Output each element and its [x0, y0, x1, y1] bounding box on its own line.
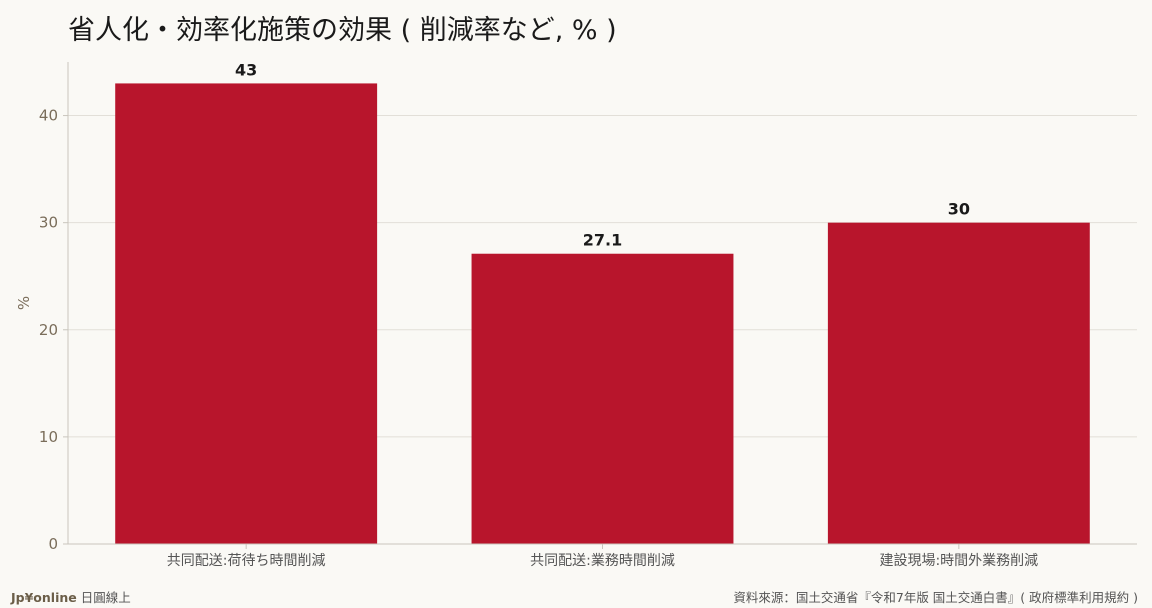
labels: 0 10 20 30 40 43 共同配送:荷待ち時間削減 27.1 共同配送:業務時間削減 30…: [15, 60, 1038, 569]
y-axis-label: %: [15, 296, 33, 310]
y-tick-label-20: 20: [39, 321, 58, 339]
y-tick-label-10: 10: [39, 428, 58, 446]
brand-suffix: 日圓線上: [80, 590, 131, 605]
x-tick-label-0: 共同配送:荷待ち時間削減: [167, 552, 326, 569]
bar-0: [115, 83, 378, 544]
y-tick-label-40: 40: [39, 107, 58, 125]
y-tick-label-30: 30: [39, 214, 58, 232]
footer-source: 資料來源：国土交通省『令和7年版 国土交通白書』( 政府標準利用規約 ): [733, 590, 1138, 605]
bars: [115, 83, 1090, 544]
footer-brand: Jp¥online 日圓線上: [11, 587, 131, 606]
data-label-1: 27.1: [583, 231, 622, 250]
axes: [63, 62, 1137, 549]
data-label-2: 30: [948, 200, 970, 219]
data-label-0: 43: [235, 60, 257, 79]
bar-1: [471, 253, 734, 544]
bar-2: [827, 222, 1090, 544]
chart-title: 省人化・効率化施策の効果 ( 削減率など, % ): [68, 15, 617, 46]
y-tick-label-0: 0: [48, 535, 58, 553]
x-tick-label-2: 建設現場:時間外業務削減: [879, 552, 1038, 569]
x-tick-label-1: 共同配送:業務時間削減: [530, 552, 675, 569]
brand-name: Jp¥online: [11, 590, 77, 605]
